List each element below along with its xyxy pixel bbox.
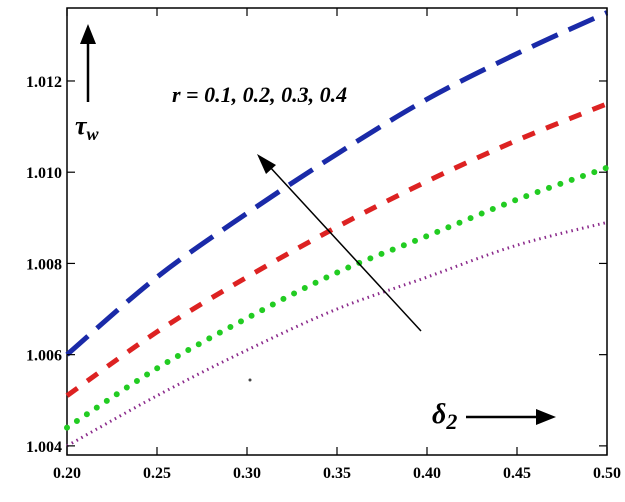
- x-axis-label: δ2: [432, 399, 457, 434]
- series-line-4: [65, 10, 609, 357]
- x-tick-label: 0.50: [593, 465, 621, 482]
- y-tick-label: 1.012: [26, 74, 62, 91]
- series-line-1: [66, 220, 608, 448]
- x-tick-label: 0.30: [233, 465, 261, 482]
- annotation-arrow: [268, 165, 422, 332]
- y-axis-label: τw: [75, 111, 100, 144]
- y-tick-label: 1.006: [26, 348, 62, 365]
- x-tick-label: 0.45: [503, 465, 531, 482]
- x-tick-label: 0.20: [53, 465, 81, 482]
- series-line-2: [64, 164, 610, 431]
- y-tick-label: 1.010: [26, 165, 62, 182]
- series-line-3: [65, 101, 608, 398]
- x-tick-label: 0.35: [323, 465, 351, 482]
- plot-frame: [66, 7, 608, 456]
- y-tick-label: 1.004: [26, 439, 62, 456]
- x-tick-label: 0.25: [143, 465, 171, 482]
- y-axis-arrowhead: [80, 24, 96, 44]
- x-axis-arrowhead: [536, 409, 556, 425]
- x-tick-label: 0.40: [413, 465, 441, 482]
- ticks-layer: 0.20 0.25 0.30 0.35 0.40 0.45 0.50 1.004 1.006 1.…: [26, 8, 621, 482]
- series-layer: [64, 10, 610, 448]
- annotation-r-values: r = 0.1, 0.2, 0.3, 0.4: [172, 82, 347, 107]
- y-tick-label: 1.008: [26, 256, 62, 273]
- annotation-arrowhead: [257, 154, 276, 174]
- stray-dot: [248, 378, 252, 382]
